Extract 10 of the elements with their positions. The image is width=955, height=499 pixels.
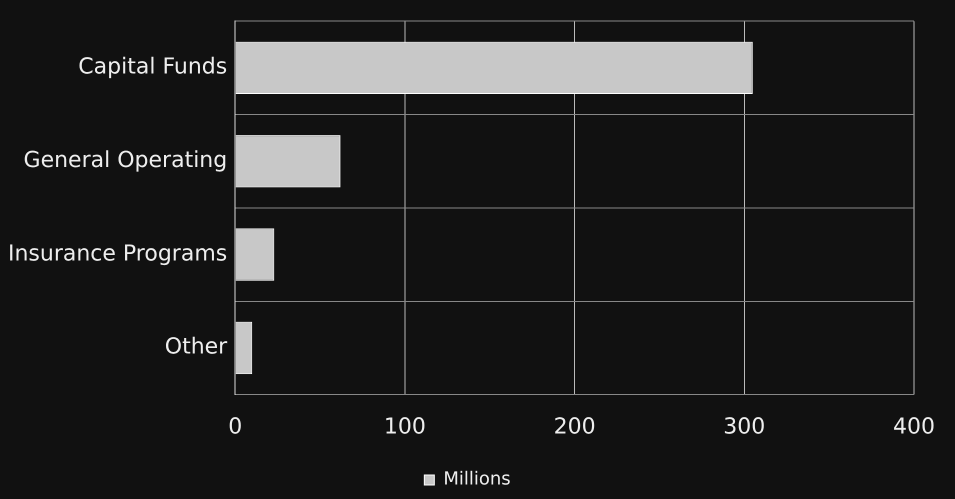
y-tick-label: Insurance Programs (8, 241, 228, 266)
x-tick-label: 300 (723, 414, 766, 440)
x-tick-label: 100 (384, 414, 426, 440)
x-tick-label: 0 (228, 414, 242, 440)
x-tick-label: 400 (893, 414, 936, 440)
y-tick-label: Other (164, 334, 228, 360)
y-tick-label: General Operating (24, 148, 228, 173)
legend-label: Millions (443, 468, 511, 490)
y-tick-label: Capital Funds (78, 54, 228, 80)
x-tick-label: 200 (554, 414, 596, 440)
